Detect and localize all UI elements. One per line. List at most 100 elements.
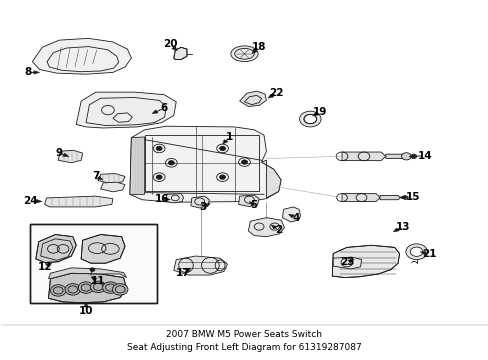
Polygon shape xyxy=(44,196,113,207)
Text: 2007 BMW M5 Power Seats Switch: 2007 BMW M5 Power Seats Switch xyxy=(166,330,322,339)
Polygon shape xyxy=(399,195,405,199)
Ellipse shape xyxy=(90,268,95,271)
Polygon shape xyxy=(203,203,210,207)
Polygon shape xyxy=(171,46,177,51)
Polygon shape xyxy=(62,153,69,157)
Polygon shape xyxy=(239,91,266,107)
Text: 2: 2 xyxy=(274,225,282,235)
Polygon shape xyxy=(251,49,257,54)
Ellipse shape xyxy=(65,284,81,295)
Ellipse shape xyxy=(219,146,225,150)
Text: 22: 22 xyxy=(268,88,283,98)
Polygon shape xyxy=(83,303,88,307)
Polygon shape xyxy=(97,176,103,180)
Ellipse shape xyxy=(402,196,407,199)
Ellipse shape xyxy=(50,285,66,296)
Text: 14: 14 xyxy=(417,150,431,161)
Text: 18: 18 xyxy=(251,42,266,52)
Polygon shape xyxy=(379,195,400,200)
Polygon shape xyxy=(341,152,385,161)
Polygon shape xyxy=(222,140,227,144)
Polygon shape xyxy=(331,245,399,278)
Text: 10: 10 xyxy=(79,306,93,316)
Text: 12: 12 xyxy=(37,262,52,272)
Text: 5: 5 xyxy=(250,200,257,210)
Polygon shape xyxy=(332,257,361,269)
Ellipse shape xyxy=(405,244,427,260)
Text: 11: 11 xyxy=(91,276,105,286)
Text: 21: 21 xyxy=(422,249,436,259)
Polygon shape xyxy=(81,234,125,263)
Ellipse shape xyxy=(409,247,422,256)
Polygon shape xyxy=(45,263,52,267)
Bar xyxy=(144,135,259,191)
Ellipse shape xyxy=(90,281,106,293)
Ellipse shape xyxy=(112,284,128,295)
Polygon shape xyxy=(76,92,176,128)
Ellipse shape xyxy=(156,146,162,150)
Polygon shape xyxy=(288,214,294,218)
Ellipse shape xyxy=(241,160,247,164)
Polygon shape xyxy=(101,182,125,192)
Ellipse shape xyxy=(219,175,225,179)
Text: 13: 13 xyxy=(395,222,409,231)
Polygon shape xyxy=(48,268,126,279)
Polygon shape xyxy=(248,218,284,237)
Text: 1: 1 xyxy=(226,132,233,142)
Polygon shape xyxy=(267,94,273,98)
Text: 3: 3 xyxy=(199,202,206,212)
Ellipse shape xyxy=(299,111,321,127)
Ellipse shape xyxy=(168,161,174,165)
Text: 6: 6 xyxy=(160,103,167,113)
Polygon shape xyxy=(341,194,379,202)
Text: Seat Adjusting Front Left Diagram for 61319287087: Seat Adjusting Front Left Diagram for 61… xyxy=(127,343,361,352)
Ellipse shape xyxy=(410,154,416,158)
Polygon shape xyxy=(130,126,281,202)
Polygon shape xyxy=(58,150,82,163)
Polygon shape xyxy=(48,273,126,303)
Polygon shape xyxy=(164,197,170,201)
Polygon shape xyxy=(184,268,190,272)
Text: 4: 4 xyxy=(291,213,299,222)
Polygon shape xyxy=(419,251,426,255)
Polygon shape xyxy=(166,194,183,203)
Polygon shape xyxy=(130,137,144,194)
Polygon shape xyxy=(392,228,399,232)
Text: 9: 9 xyxy=(56,148,62,158)
Bar xyxy=(30,224,157,303)
Polygon shape xyxy=(36,234,76,262)
Ellipse shape xyxy=(78,282,94,293)
Polygon shape xyxy=(34,71,40,74)
Text: 24: 24 xyxy=(23,196,38,206)
Polygon shape xyxy=(190,196,209,208)
Text: 16: 16 xyxy=(154,194,168,204)
Polygon shape xyxy=(261,160,281,198)
Polygon shape xyxy=(98,174,125,184)
Polygon shape xyxy=(347,260,353,263)
Polygon shape xyxy=(238,195,259,207)
Ellipse shape xyxy=(304,114,316,124)
Ellipse shape xyxy=(102,282,118,293)
Polygon shape xyxy=(312,112,318,116)
Text: 17: 17 xyxy=(176,268,190,278)
Text: 19: 19 xyxy=(312,107,326,117)
Text: 20: 20 xyxy=(163,40,177,49)
Polygon shape xyxy=(36,199,42,203)
Polygon shape xyxy=(152,110,158,114)
Polygon shape xyxy=(385,154,405,158)
Polygon shape xyxy=(408,154,414,158)
Polygon shape xyxy=(282,207,300,222)
Polygon shape xyxy=(173,47,186,59)
Text: 15: 15 xyxy=(405,192,419,202)
Ellipse shape xyxy=(156,175,162,179)
Polygon shape xyxy=(249,202,255,206)
Bar xyxy=(30,224,157,303)
Text: 8: 8 xyxy=(24,67,31,77)
Text: 7: 7 xyxy=(92,171,99,181)
Ellipse shape xyxy=(230,46,258,62)
Polygon shape xyxy=(173,256,227,275)
Polygon shape xyxy=(32,39,131,74)
Polygon shape xyxy=(271,225,277,229)
Polygon shape xyxy=(91,277,97,281)
Text: 23: 23 xyxy=(339,257,353,267)
